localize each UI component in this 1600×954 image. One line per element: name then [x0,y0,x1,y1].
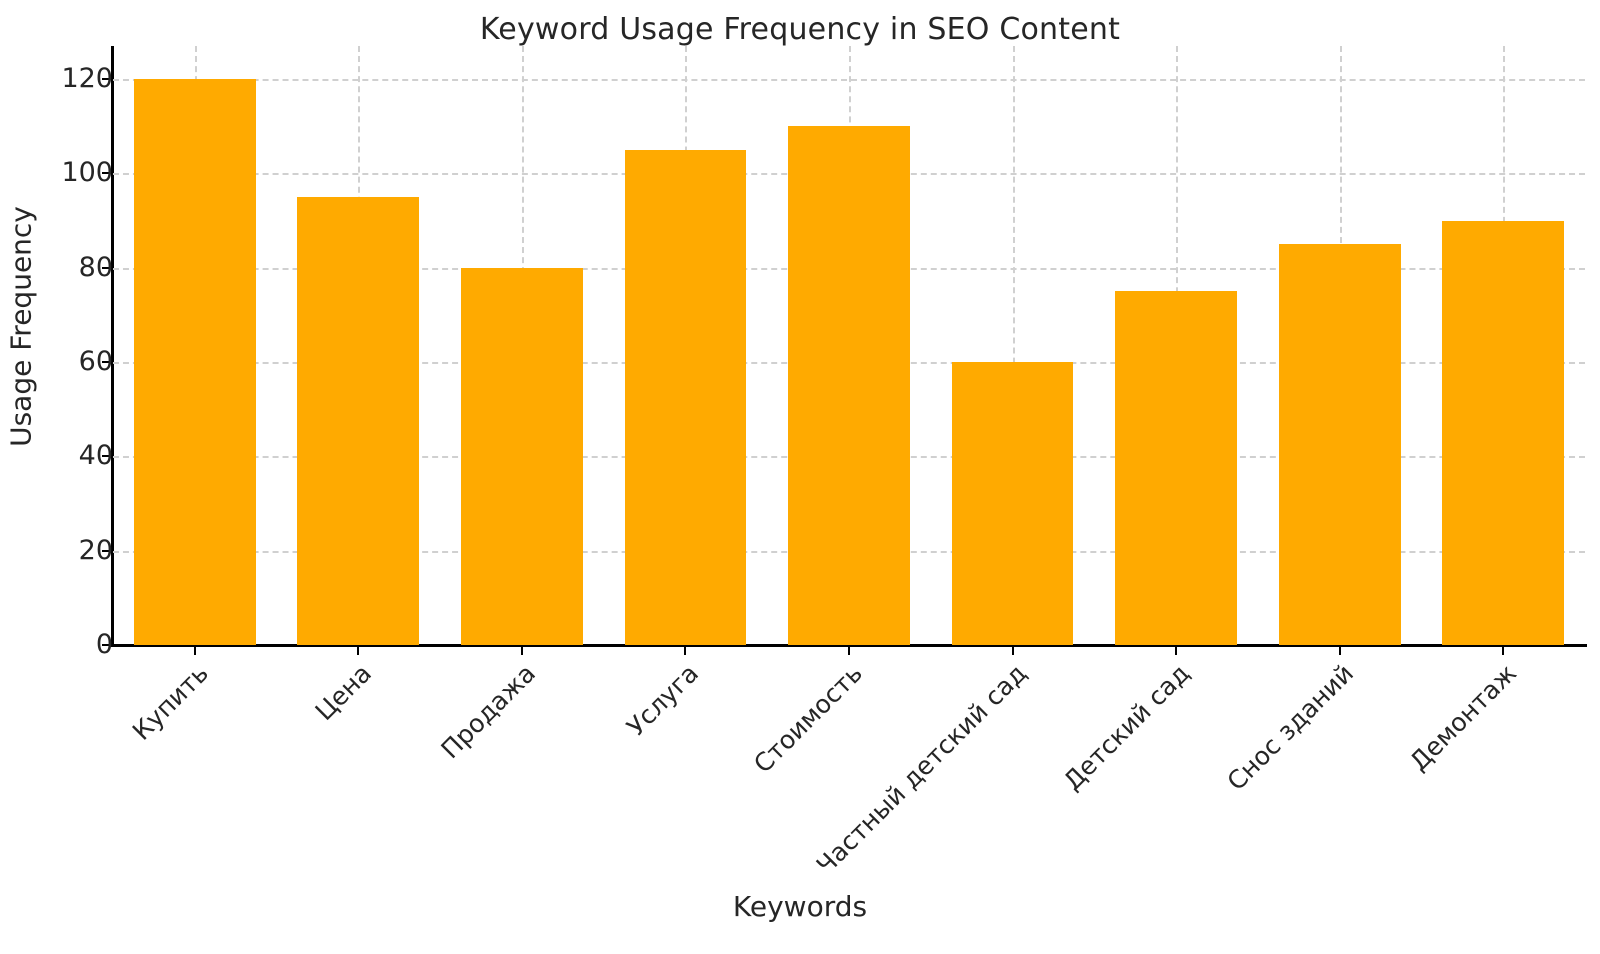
y-tick-mark [102,549,111,552]
y-axis-spine [111,46,114,647]
x-tick-mark [193,646,196,655]
y-tick-mark [102,455,111,458]
x-axis-label: Keywords [732,890,868,923]
x-tick-mark [684,646,687,655]
y-tick-mark [102,644,111,646]
x-tick-mark [357,646,360,655]
bar[interactable] [1442,220,1565,645]
gridline-vertical [1012,46,1015,645]
y-tick-label: 0 [95,629,113,660]
y-tick-label: 120 [61,63,113,94]
y-axis-ticks: 0 20 40 60 80 100 120 [0,0,113,954]
x-tick-mark [520,646,523,655]
bar[interactable] [951,362,1074,645]
bar[interactable] [788,126,910,645]
y-tick-mark [102,78,111,80]
y-tick-label: 80 [78,251,113,283]
plot-area [113,46,1585,645]
y-tick-label: 40 [78,440,113,472]
y-axis-label: Usage Frequency [4,206,38,447]
x-tick-mark [1338,646,1341,655]
y-tick-mark [102,172,111,175]
bar[interactable] [460,267,583,645]
bar[interactable] [297,196,420,645]
y-tick-label: 100 [61,157,113,189]
x-tick-mark [848,646,850,655]
y-tick-label: 20 [78,534,113,566]
bar[interactable] [133,79,256,645]
y-tick-mark [102,266,111,269]
y-tick-label: 60 [78,346,113,377]
x-tick-mark [1011,646,1014,655]
x-tick-mark [1175,646,1178,655]
chart-title: Keyword Usage Frequency in SEO Content [479,12,1121,47]
bar[interactable] [1115,291,1238,645]
bar[interactable] [624,149,747,645]
x-tick-mark [1502,646,1505,655]
bar[interactable] [1278,244,1401,645]
x-axis-spine [111,644,1587,647]
y-tick-mark [102,361,111,363]
